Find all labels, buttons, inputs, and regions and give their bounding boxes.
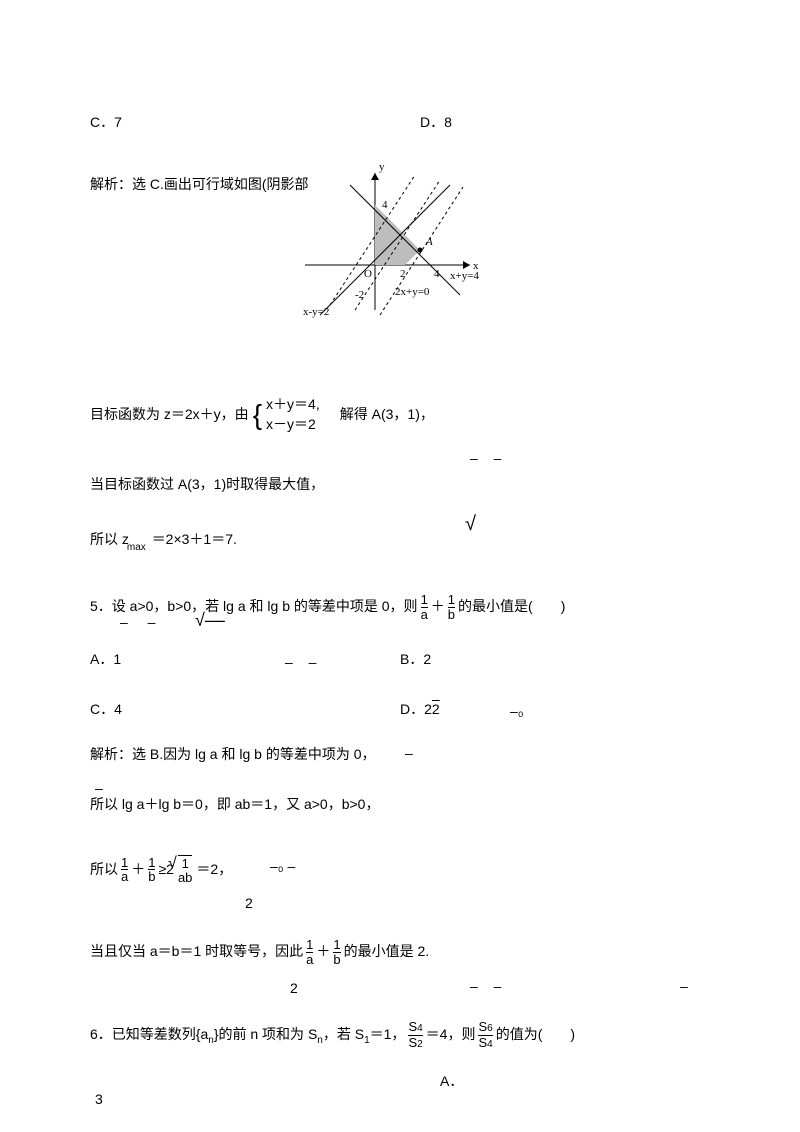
eq-top: x＋y＝4, bbox=[266, 395, 320, 415]
q5-options-1: A．1 B．2 bbox=[90, 650, 710, 670]
stray-dash-7: – bbox=[680, 978, 688, 994]
page: C．7 D．8 解析：选 C.画出可行域如图(阴影部 y x bbox=[0, 0, 800, 1132]
q6-opt-a: A． bbox=[440, 1072, 463, 1092]
axis-y-label: y bbox=[379, 165, 385, 173]
q5-stem: 5．设 a>0，b>0，若 lg a 和 lg b 的等差中项是 0，则 1 a… bbox=[90, 593, 710, 621]
q5-frac-2: 1 b bbox=[448, 593, 455, 621]
q5-options-2: C．4 D．22 bbox=[90, 700, 710, 720]
q5-post: 的最小值是( ) bbox=[458, 597, 565, 617]
q5-opt-c: C．4 bbox=[90, 700, 400, 720]
line-label-2: 2x+y=0 bbox=[395, 286, 430, 298]
q5-frac-1: 1 a bbox=[421, 593, 428, 621]
page-number: 3 bbox=[95, 1091, 103, 1107]
q5-opt-a: A．1 bbox=[90, 650, 400, 670]
line-label-1: x+y=4 bbox=[450, 270, 479, 282]
tick-4a: 4 bbox=[434, 268, 440, 280]
zmax-sub: max bbox=[127, 542, 146, 553]
iff-post: 的最小值是 2. bbox=[344, 942, 430, 962]
analysis-2: 解析：选 B.因为 lg a 和 lg b 的等差中项为 0， bbox=[90, 745, 710, 765]
sqrt-icon: √ bbox=[168, 853, 177, 875]
zmax-pre: 所以 z bbox=[90, 531, 129, 547]
ineq-pre: 所以 bbox=[90, 860, 118, 880]
eq-bot: x－y＝2 bbox=[266, 415, 320, 435]
stray-dash-1: – – bbox=[470, 450, 507, 466]
option-c: C．7 bbox=[90, 113, 380, 133]
tick-2: 2 bbox=[400, 268, 406, 280]
point-a-label: A bbox=[425, 236, 433, 248]
zmax-line: 所以 zmax ＝2×3＋1＝7. bbox=[90, 530, 710, 550]
tick-neg2: -2 bbox=[355, 289, 364, 301]
zmax-post: ＝2×3＋1＝7. bbox=[152, 531, 237, 547]
iff-pre: 当且仅当 a＝b＝1 时取等号，因此 bbox=[90, 942, 303, 962]
stray-dash-4: – bbox=[405, 745, 413, 761]
objective-post: 解得 A(3，1)， bbox=[340, 405, 434, 425]
stray-arrow-2: –₀ – bbox=[270, 858, 295, 874]
max-line: 当目标函数过 A(3，1)时取得最大值， bbox=[90, 475, 710, 495]
origin-label: O bbox=[364, 268, 372, 280]
tick-4b: 4 bbox=[382, 199, 388, 211]
option-d: D．8 bbox=[380, 113, 710, 133]
brace-icon: { bbox=[253, 401, 262, 429]
stray-dash-5: – bbox=[95, 780, 103, 796]
objective-pre: 目标函数为 z＝2x＋y，由 bbox=[90, 405, 249, 425]
line-label-3: x-y=2 bbox=[303, 306, 329, 318]
q5-opt-b: B．2 bbox=[400, 650, 710, 670]
stray-arrow-1: –₀ bbox=[510, 703, 524, 719]
ab-line: 所以 lg a＋lg b＝0，即 ab＝1，又 a>0，b>0， bbox=[90, 795, 710, 815]
stray-dash-6: – – bbox=[470, 978, 507, 994]
stray-sqrt-2: √–– bbox=[195, 610, 225, 631]
objective-line: 目标函数为 z＝2x＋y，由 { x＋y＝4, x－y＝2 解得 A(3，1)， bbox=[90, 395, 710, 434]
stray-dash-2: – – bbox=[120, 614, 163, 630]
stray-tiny-2b: 2 bbox=[290, 980, 298, 996]
stray-dash-3: – – bbox=[285, 654, 322, 670]
ineq-line: 所以 1a ＋ 1b ≥2 √ 1ab ＝2， bbox=[90, 855, 710, 884]
q5-plus: ＋ bbox=[431, 597, 445, 617]
q5-opt-d: D．22 bbox=[400, 700, 710, 720]
feasible-region-figure: y x O 2 4 -2 4 A x+y=4 2x+y=0 x-y=2 bbox=[295, 165, 495, 320]
q6-stem: 6．已知等差数列{an }的前 n 项和为 Sn ，若 S1 ＝1， S4 S2… bbox=[90, 1020, 710, 1050]
options-row-1: C．7 D．8 bbox=[90, 113, 710, 133]
stray-tiny-2a: 2 bbox=[245, 895, 253, 911]
iff-line: 当且仅当 a＝b＝1 时取等号，因此 1a ＋ 1b 的最小值是 2. bbox=[90, 938, 710, 966]
